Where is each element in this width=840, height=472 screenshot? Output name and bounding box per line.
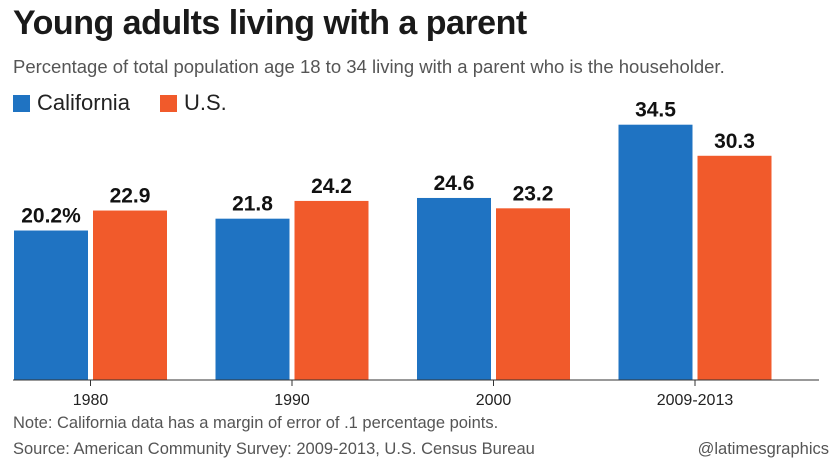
legend-item-us: U.S. (159, 90, 227, 116)
bar-us-1980 (93, 210, 167, 380)
x-tick-label-1990: 1990 (274, 392, 310, 409)
legend: California U.S. (13, 88, 257, 118)
legend-label-california: California (37, 90, 130, 115)
x-tick-label-2009-2013: 2009-2013 (657, 392, 734, 409)
credit-line: @latimesgraphics (697, 440, 829, 458)
bar-us-1990 (294, 200, 369, 380)
footnote: Note: California data has a margin of er… (13, 414, 499, 432)
value-label-us-1980: 22.9 (110, 185, 151, 208)
chart-subtitle: Percentage of total population age 18 to… (13, 56, 725, 77)
legend-item-california: California (13, 90, 130, 116)
bar-us-2000 (496, 208, 570, 380)
bar-us-2009-2013 (697, 155, 772, 380)
bar-california-1980 (14, 230, 88, 380)
value-label-us-1990: 24.2 (311, 175, 352, 198)
value-label-us-2000: 23.2 (513, 182, 554, 205)
source-line: Source: American Community Survey: 2009-… (13, 440, 535, 458)
value-label-california-1980: 20.2% (21, 205, 81, 228)
legend-swatch-california (13, 94, 30, 112)
chart-title: Young adults living with a parent (13, 4, 527, 42)
value-label-california-2009-2013: 34.5 (635, 99, 676, 122)
bar-california-2009-2013 (618, 124, 693, 380)
legend-swatch-us (159, 94, 177, 112)
value-label-california-1990: 21.8 (232, 193, 273, 216)
bar-california-1990 (215, 218, 290, 380)
x-tick-label-1980: 1980 (73, 392, 109, 409)
legend-label-us: U.S. (183, 90, 227, 115)
bar-california-2000 (417, 197, 491, 380)
x-tick-label-2000: 2000 (476, 392, 512, 409)
value-label-us-2009-2013: 30.3 (714, 130, 755, 153)
value-label-california-2000: 24.6 (434, 172, 475, 195)
